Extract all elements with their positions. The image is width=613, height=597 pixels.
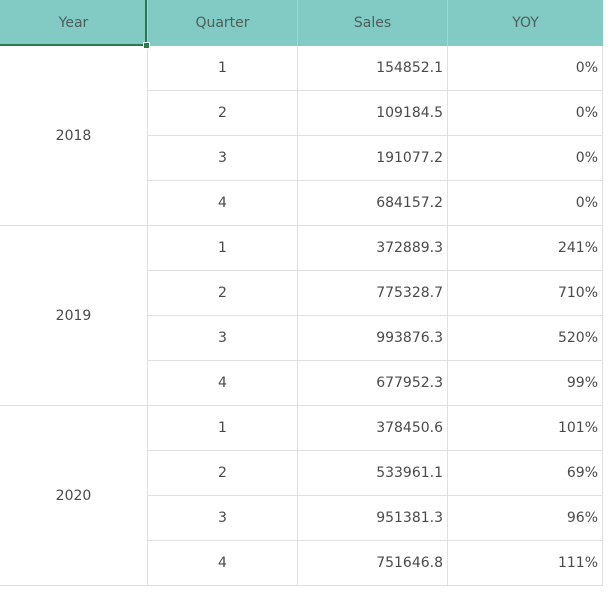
- quarter-cell[interactable]: 3: [147, 136, 297, 181]
- quarter-cell[interactable]: 4: [147, 541, 297, 586]
- fill-handle[interactable]: [143, 42, 150, 49]
- sales-cell[interactable]: 372889.3: [297, 226, 447, 271]
- quarter-cell[interactable]: 2: [147, 451, 297, 496]
- sales-cell[interactable]: 191077.2: [297, 136, 447, 181]
- yoy-cell[interactable]: 69%: [447, 451, 603, 496]
- sales-table: Year Quarter Sales YOY 2018 1 154852.1 0…: [0, 0, 603, 586]
- quarter-cell[interactable]: 1: [147, 406, 297, 451]
- quarter-cell[interactable]: 2: [147, 271, 297, 316]
- sales-cell[interactable]: 533961.1: [297, 451, 447, 496]
- yoy-cell[interactable]: 99%: [447, 361, 603, 406]
- quarter-cell[interactable]: 3: [147, 496, 297, 541]
- year-cell[interactable]: 2019: [0, 226, 147, 406]
- yoy-cell[interactable]: 241%: [447, 226, 603, 271]
- yoy-cell[interactable]: 96%: [447, 496, 603, 541]
- header-sales[interactable]: Sales: [297, 0, 447, 46]
- year-cell[interactable]: 2018: [0, 46, 147, 226]
- quarter-cell[interactable]: 4: [147, 181, 297, 226]
- sales-cell[interactable]: 378450.6: [297, 406, 447, 451]
- yoy-cell[interactable]: 101%: [447, 406, 603, 451]
- header-yoy[interactable]: YOY: [447, 0, 603, 46]
- yoy-cell[interactable]: 0%: [447, 91, 603, 136]
- sales-cell[interactable]: 951381.3: [297, 496, 447, 541]
- quarter-cell[interactable]: 4: [147, 361, 297, 406]
- sales-cell[interactable]: 677952.3: [297, 361, 447, 406]
- sales-cell[interactable]: 109184.5: [297, 91, 447, 136]
- quarter-cell[interactable]: 3: [147, 316, 297, 361]
- year-cell[interactable]: 2020: [0, 406, 147, 586]
- quarter-cell[interactable]: 2: [147, 91, 297, 136]
- yoy-cell[interactable]: 520%: [447, 316, 603, 361]
- sales-cell[interactable]: 154852.1: [297, 46, 447, 91]
- sales-cell[interactable]: 775328.7: [297, 271, 447, 316]
- sales-cell[interactable]: 751646.8: [297, 541, 447, 586]
- yoy-cell[interactable]: 0%: [447, 181, 603, 226]
- yoy-cell[interactable]: 111%: [447, 541, 603, 586]
- sales-cell[interactable]: 993876.3: [297, 316, 447, 361]
- quarter-cell[interactable]: 1: [147, 46, 297, 91]
- header-year[interactable]: Year: [0, 0, 147, 46]
- yoy-cell[interactable]: 0%: [447, 136, 603, 181]
- sales-cell[interactable]: 684157.2: [297, 181, 447, 226]
- yoy-cell[interactable]: 710%: [447, 271, 603, 316]
- yoy-cell[interactable]: 0%: [447, 46, 603, 91]
- header-quarter[interactable]: Quarter: [147, 0, 297, 46]
- quarter-cell[interactable]: 1: [147, 226, 297, 271]
